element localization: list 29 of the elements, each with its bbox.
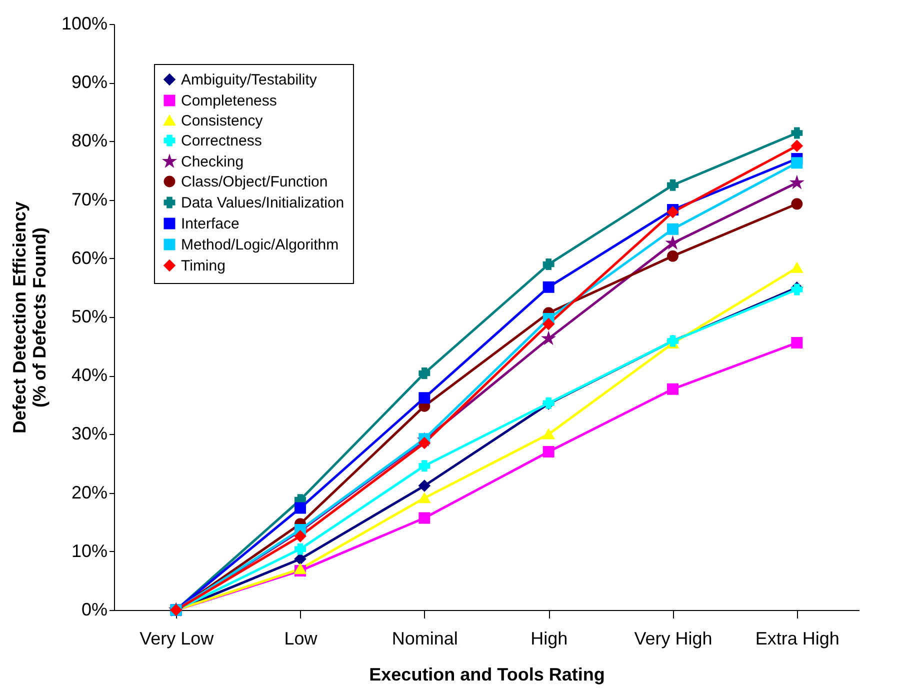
x-tick-label: Very High — [634, 628, 712, 648]
x-axis-title: Execution and Tools Rating — [369, 664, 605, 684]
legend-label: Ambiguity/Testability — [181, 72, 318, 88]
y-tick-label: 10% — [71, 540, 108, 561]
y-tick-label: 80% — [71, 130, 108, 151]
x-tick-label: Very Low — [140, 628, 215, 648]
y-axis-title: Defect Detection Efficiency (% of Defects Found) — [9, 201, 50, 434]
x-tick-label: High — [530, 628, 568, 648]
x-tick-label: Low — [284, 628, 318, 648]
y-tick-label: 60% — [71, 248, 108, 268]
y-tick-label: 50% — [71, 306, 108, 326]
legend-label: Class/Object/Function — [181, 174, 328, 190]
y-tick-label: 40% — [71, 365, 108, 386]
x-tick-label: Extra High — [755, 628, 840, 648]
legend-label: Checking — [181, 154, 244, 170]
x-tick-label: Nominal — [392, 628, 458, 648]
y-tick-label: 30% — [71, 424, 108, 444]
y-tick-label: 70% — [71, 189, 108, 210]
y-tick-label: 20% — [71, 482, 108, 502]
legend-label: Consistency — [181, 112, 264, 130]
legend-label: Data Values/Initialization — [181, 194, 344, 212]
y-tick-label: 0% — [81, 600, 108, 620]
legend-label: Method/Logic/Algorithm — [181, 236, 339, 254]
y-tick-label: 90% — [71, 72, 108, 92]
legend-label: Interface — [181, 216, 240, 232]
legend-label: Timing — [181, 258, 226, 274]
y-tick-label: 100% — [61, 14, 108, 34]
legend-label: Correctness — [181, 132, 262, 150]
legend-label: Completeness — [181, 92, 277, 110]
